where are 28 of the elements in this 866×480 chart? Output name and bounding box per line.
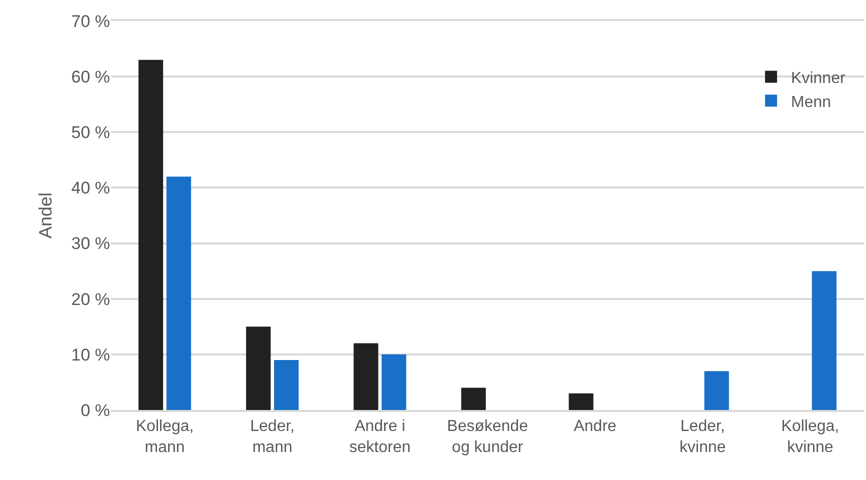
y-tick-label: 0 % <box>80 400 110 420</box>
x-tick-label: Kollega, kvinne <box>781 418 840 456</box>
x-tick-label: Besøkende og kunder <box>447 418 528 456</box>
y-tick-label: 10 % <box>71 345 110 364</box>
bar <box>568 393 594 410</box>
bar <box>382 354 406 410</box>
legend-label: Kvinner <box>791 70 846 88</box>
y-tick-label: 70 % <box>71 12 110 31</box>
y-tick-label: 60 % <box>71 68 110 87</box>
x-tick-label: Andre <box>574 418 617 435</box>
x-tick-label: Kollega, mann <box>136 418 194 456</box>
y-tick-label: 30 % <box>71 234 110 254</box>
bar <box>138 60 164 410</box>
bar <box>704 371 729 410</box>
y-tick-label: 50 % <box>71 123 110 142</box>
bar <box>246 326 271 410</box>
bar <box>812 271 836 410</box>
x-tick-label: Leder, mann <box>250 418 295 456</box>
x-tick-label: Leder, kvinne <box>680 418 726 456</box>
x-tick-label: Andre i sektoren <box>349 418 411 456</box>
bar <box>274 360 299 410</box>
y-tick-label: 40 % <box>71 178 110 198</box>
bar <box>461 388 486 410</box>
bar <box>354 343 378 410</box>
legend-label: Menn <box>791 94 832 111</box>
bar <box>166 176 192 410</box>
y-axis-title: Andel <box>35 192 56 239</box>
y-tick-label: 20 % <box>71 290 110 309</box>
